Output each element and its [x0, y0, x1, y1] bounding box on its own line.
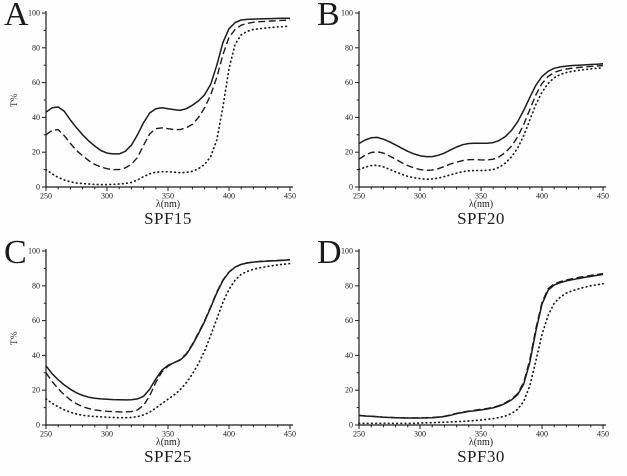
svg-text:450: 450 [597, 430, 609, 439]
svg-text:80: 80 [345, 43, 353, 52]
svg-text:450: 450 [597, 192, 609, 201]
svg-text:60: 60 [345, 78, 353, 87]
svg-text:300: 300 [414, 192, 426, 201]
panel-d: D 250 300 350 400 450 0 20 40 60 80 100 λ(nm) SPF3… [313, 234, 627, 476]
svg-text:350: 350 [475, 192, 487, 201]
panel-title-b: SPF20 [457, 209, 505, 228]
svg-text:250: 250 [353, 192, 365, 201]
panel-label-a: A [4, 0, 29, 33]
x-axis-label-c: λ(nm) [155, 437, 181, 448]
svg-text:400: 400 [223, 192, 235, 201]
svg-text:100: 100 [341, 247, 353, 256]
svg-text:300: 300 [101, 430, 113, 439]
panel-title-a: SPF15 [144, 209, 192, 228]
svg-text:0: 0 [36, 183, 40, 192]
panel-title-d: SPF30 [457, 447, 505, 466]
svg-text:100: 100 [341, 9, 353, 18]
panel-a: A T% 250 300 350 400 450 0 20 40 60 80 100 λ(nm) S… [0, 0, 313, 238]
svg-text:20: 20 [345, 386, 353, 395]
svg-text:40: 40 [32, 113, 40, 122]
chart-spf15: 250 300 350 400 450 0 20 40 60 80 100 [28, 9, 296, 201]
chart-spf20: 250 300 350 400 450 0 20 40 60 80 100 [341, 9, 609, 201]
chart-spf25: 250 300 350 400 450 0 20 40 60 80 100 [28, 247, 296, 439]
svg-text:80: 80 [32, 281, 40, 290]
svg-text:350: 350 [162, 430, 174, 439]
x-axis-label-d: λ(nm) [468, 437, 494, 448]
svg-text:450: 450 [284, 430, 296, 439]
panel-c: C T% 250 300 350 400 450 0 20 40 60 80 100 λ(nm) S… [0, 234, 313, 476]
panel-label-c: C [4, 234, 27, 271]
svg-text:100: 100 [28, 247, 40, 256]
svg-text:20: 20 [32, 386, 40, 395]
svg-text:250: 250 [40, 430, 52, 439]
svg-text:20: 20 [32, 148, 40, 157]
svg-text:60: 60 [345, 316, 353, 325]
svg-text:400: 400 [536, 192, 548, 201]
svg-text:400: 400 [223, 430, 235, 439]
svg-text:40: 40 [32, 351, 40, 360]
svg-text:60: 60 [32, 316, 40, 325]
svg-text:0: 0 [36, 421, 40, 430]
chart-spf30: 250 300 350 400 450 0 20 40 60 80 100 [341, 247, 609, 439]
svg-text:40: 40 [345, 113, 353, 122]
svg-text:300: 300 [414, 430, 426, 439]
svg-text:80: 80 [345, 281, 353, 290]
svg-text:450: 450 [284, 192, 296, 201]
svg-text:40: 40 [345, 351, 353, 360]
panel-label-d: D [317, 234, 342, 271]
svg-text:20: 20 [345, 148, 353, 157]
panel-label-b: B [317, 0, 340, 33]
svg-text:100: 100 [28, 9, 40, 18]
x-axis-label-b: λ(nm) [468, 199, 494, 210]
svg-text:60: 60 [32, 78, 40, 87]
svg-text:250: 250 [353, 430, 365, 439]
svg-text:300: 300 [101, 192, 113, 201]
svg-text:350: 350 [162, 192, 174, 201]
x-axis-label-a: λ(nm) [155, 199, 181, 210]
svg-text:250: 250 [40, 192, 52, 201]
panel-title-c: SPF25 [144, 447, 192, 466]
svg-text:0: 0 [349, 421, 353, 430]
svg-text:350: 350 [475, 430, 487, 439]
panel-b: B 250 300 350 400 450 0 20 40 60 80 100 λ(nm) SPF2… [313, 0, 627, 238]
svg-text:0: 0 [349, 183, 353, 192]
svg-text:400: 400 [536, 430, 548, 439]
svg-text:80: 80 [32, 43, 40, 52]
